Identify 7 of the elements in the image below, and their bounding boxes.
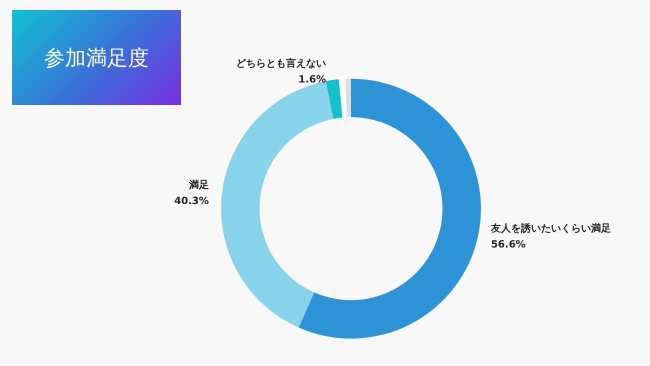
- data-label: 56.6%: [490, 240, 526, 251]
- slice-label: 友人を誘いたいくらい満足: [490, 222, 611, 235]
- data-label: 40.3%: [174, 196, 209, 207]
- slice-label: 満足: [188, 178, 209, 191]
- slice-label: どちらとも言えない: [236, 58, 326, 70]
- data-label: 1.6%: [298, 74, 326, 86]
- chart-title: 参加満足度: [44, 44, 149, 72]
